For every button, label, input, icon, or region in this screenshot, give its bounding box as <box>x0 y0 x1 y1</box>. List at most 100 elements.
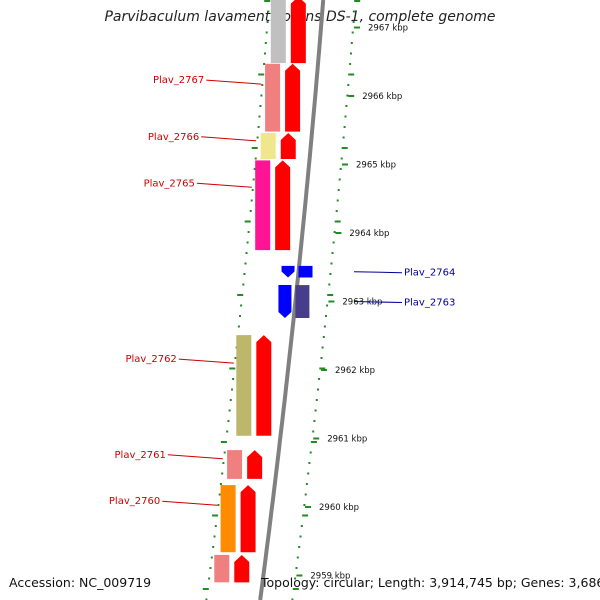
accession-text: Accession: NC_009719 <box>9 575 152 590</box>
gc-dot <box>228 409 231 412</box>
gene-Plav_2761 <box>227 450 263 479</box>
gc-dot <box>264 52 266 55</box>
cog-block <box>214 554 230 583</box>
gene-label: Plav_2763 <box>404 298 455 309</box>
tick-label: 2961 kbp <box>327 435 367 445</box>
tick-label: 2959 kbp <box>310 572 350 582</box>
cog-block <box>295 285 310 318</box>
gc-dot <box>205 598 208 600</box>
gc-dot <box>333 231 336 233</box>
gc-dot <box>320 357 323 359</box>
tick-mark <box>313 437 320 440</box>
cog-block <box>298 265 313 278</box>
gc-dot <box>221 472 224 475</box>
gc-dot <box>218 493 221 496</box>
gc-dot <box>304 493 307 496</box>
gc-dot <box>331 252 334 254</box>
gc-dot <box>212 546 215 548</box>
gc-dot <box>202 588 209 590</box>
label-leader <box>353 301 403 303</box>
gene-Plav_2764 <box>281 265 313 278</box>
gc-dot <box>253 168 256 170</box>
gc-dot <box>349 63 352 65</box>
gc-dot <box>319 367 326 370</box>
cds-arrow <box>247 450 263 479</box>
gene-label: Plav_2764 <box>404 268 455 279</box>
label-leader <box>196 182 252 188</box>
gene-Plav_2763 <box>278 285 310 318</box>
gc-dot <box>266 21 269 23</box>
tick-label: 2964 kbp <box>349 229 389 239</box>
gc-dot <box>244 220 251 223</box>
gc-dot <box>246 241 249 244</box>
gc-dot <box>295 567 298 569</box>
gc-dot <box>335 210 338 212</box>
gc-dot <box>328 283 331 286</box>
gc-dot <box>214 525 217 527</box>
label-leader <box>178 358 234 364</box>
gc-dot <box>336 199 339 202</box>
gc-dot <box>330 262 333 265</box>
cog-block <box>220 485 236 553</box>
gc-dot <box>343 126 346 128</box>
gc-dot <box>227 420 230 422</box>
cog-block <box>265 63 281 132</box>
gc-dot <box>267 10 270 13</box>
tick-mark <box>305 506 311 508</box>
tick-label: 2966 kbp <box>362 92 402 102</box>
gc-dot <box>305 483 308 485</box>
gc-dot <box>322 336 325 338</box>
gc-dot <box>345 105 348 107</box>
gc-dot <box>296 556 299 559</box>
gc-dot <box>313 420 316 422</box>
gc-dot <box>254 157 257 160</box>
tick-label: 2963 kbp <box>342 298 382 308</box>
gc-dot <box>229 367 236 370</box>
gc-dot <box>341 147 348 149</box>
gc-dot <box>263 63 266 65</box>
gc-dot <box>327 294 334 296</box>
gc-dot <box>210 556 213 559</box>
gc-dot <box>258 73 265 76</box>
cog-block <box>260 133 276 159</box>
gc-dot <box>213 535 216 538</box>
gc-dot <box>226 430 229 433</box>
label-leader <box>206 79 262 85</box>
gc-dot <box>247 231 250 233</box>
cds-arrow <box>256 335 272 436</box>
gc-skew-dots <box>202 0 361 600</box>
label-leader <box>162 500 218 506</box>
gc-dot <box>249 210 252 212</box>
cog-block <box>236 335 252 436</box>
gc-dot <box>251 189 254 191</box>
gene-unlabeled <box>270 0 306 64</box>
tick-label: 2960 kbp <box>319 503 359 513</box>
tick-label: 2962 kbp <box>335 366 375 376</box>
gc-dot <box>307 472 310 475</box>
gc-dot <box>237 325 240 328</box>
tick-label: 2965 kbp <box>356 161 396 171</box>
gc-dot <box>332 241 335 244</box>
gc-dot <box>321 346 324 349</box>
gc-dot <box>299 535 302 538</box>
kbp-ruler: 2967 kbp 2966 kbp 2965 kbp 2964 kbp 2963 kbp… <box>296 24 408 582</box>
cds-arrow <box>281 265 295 278</box>
gc-dot <box>237 294 244 296</box>
gc-dot <box>257 126 260 128</box>
gc-dot <box>351 31 354 34</box>
gc-dot <box>300 525 303 527</box>
gc-dot <box>309 451 312 454</box>
tick-mark <box>348 95 355 97</box>
gc-dot <box>352 21 355 23</box>
gc-dot <box>208 577 211 580</box>
cds-arrow <box>280 132 296 160</box>
cds-arrow <box>290 0 306 64</box>
gene-Plav_2767 <box>265 63 301 132</box>
gc-dot <box>265 31 268 34</box>
gc-dot <box>258 115 261 118</box>
gc-dot <box>353 10 356 13</box>
gc-dot <box>318 378 321 380</box>
gc-dot <box>251 147 258 149</box>
gene-label: Plav_2767 <box>153 75 204 86</box>
